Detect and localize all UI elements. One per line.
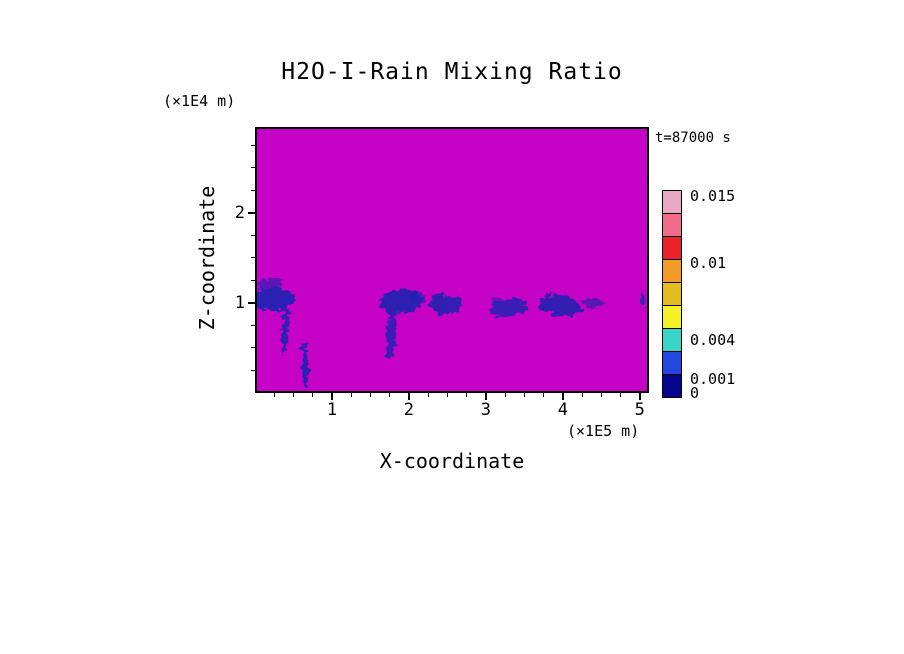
rain-feature [281,305,289,352]
y-minor-tick [251,257,255,259]
x-minor-tick [312,393,314,397]
y-tick-label: 2 [234,202,245,223]
colorbar-label: 0.001 [690,370,736,389]
y-minor-tick [251,234,255,236]
y-axis-units-label: (×1E4 m) [163,92,236,110]
colorbar-label: 0.015 [690,187,736,206]
x-minor-tick [292,393,294,397]
colorbar-segment [663,191,681,214]
y-major-tick [248,301,255,304]
x-tick-label: 5 [634,400,645,420]
colorbar-segment [663,214,681,237]
colorbar-segment [663,352,681,375]
colorbar-label: 0 [690,384,700,402]
plot-area [255,127,649,393]
y-minor-tick [251,369,255,371]
x-minor-tick [350,393,352,397]
x-major-tick [330,393,333,400]
x-major-tick [638,393,641,400]
x-major-tick [484,393,487,400]
colorbar-segment [663,260,681,283]
x-tick-label: 2 [403,400,415,420]
colorbar-label: 0.004 [690,330,736,349]
x-minor-tick [369,393,371,397]
y-major-tick [248,211,255,214]
colorbar-segment [663,283,681,306]
x-minor-tick [581,393,583,397]
y-tick-label: 1 [234,292,245,313]
rain-feature [301,342,309,391]
x-tick-label: 4 [557,400,568,420]
x-axis-units-label: (×1E5 m) [567,422,640,440]
rain-feature [257,279,285,290]
x-minor-tick [620,393,622,397]
x-minor-tick [273,393,275,397]
x-minor-tick [389,393,391,397]
y-minor-tick [251,144,255,146]
rain-feature [638,295,647,308]
x-minor-tick [427,393,429,397]
x-minor-tick [466,393,468,397]
x-tick-label: 1 [326,400,338,420]
x-major-tick [561,393,564,400]
x-minor-tick [446,393,448,397]
x-major-tick [407,393,410,400]
y-minor-tick [251,279,255,281]
colorbar-segment [663,375,681,397]
colorbar-segment [663,237,681,260]
x-axis-label: X-coordinate [379,449,525,473]
rain-feature [583,297,604,309]
chart-title: H2O-I-Rain Mixing Ratio [281,59,623,85]
rain-feature [386,314,396,361]
rain-feature [257,287,296,311]
x-minor-tick [543,393,545,397]
colorbar-segment [663,306,681,329]
x-minor-tick [600,393,602,397]
rain-feature [409,291,425,303]
y-minor-tick [251,189,255,191]
colorbar-segment [663,329,681,352]
rain-field-svg [257,279,647,391]
x-tick-label: 3 [480,400,491,420]
rain-feature [429,294,462,315]
time-annotation: t=87000 s [655,130,731,146]
rain-feature [490,295,504,305]
colorbar-label: 0.01 [690,254,727,272]
x-minor-tick [504,393,506,397]
y-minor-tick [251,167,255,169]
x-minor-tick [523,393,525,397]
colorbar [662,190,682,398]
y-minor-tick [251,324,255,326]
y-minor-tick [251,347,255,349]
rain-feature [539,293,582,316]
